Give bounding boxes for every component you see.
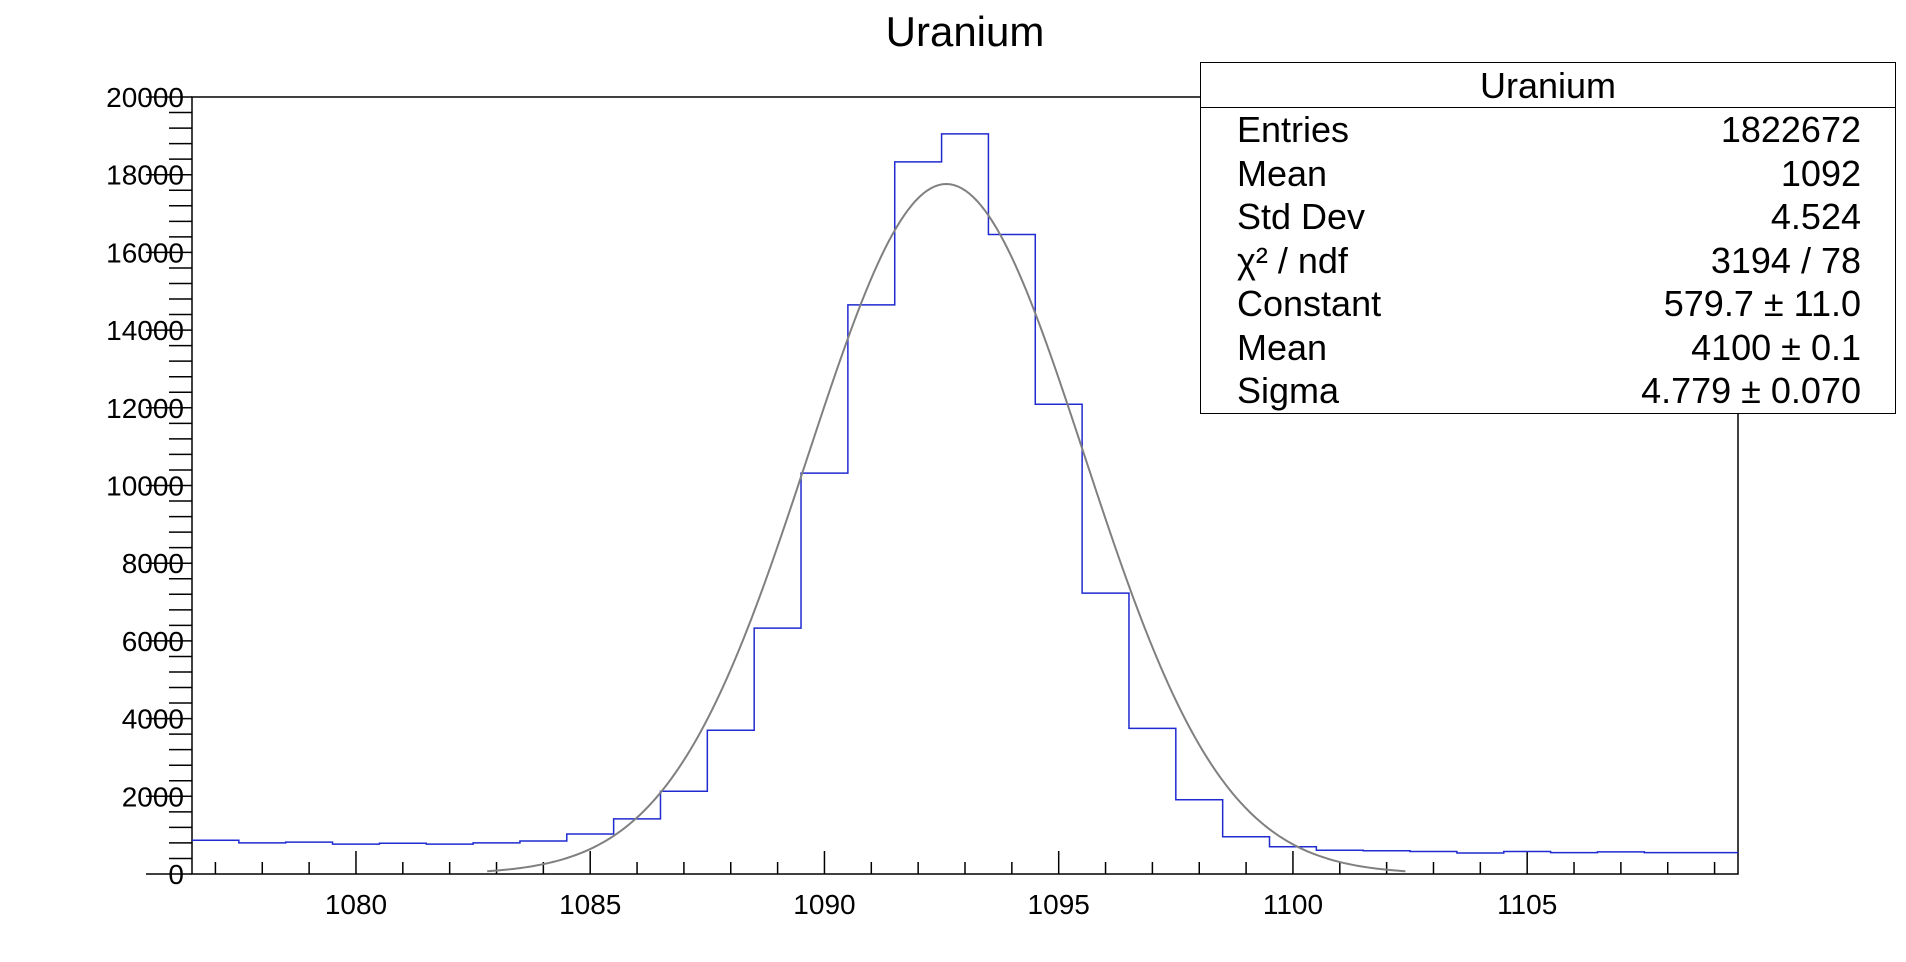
x-tick-label: 1090 — [793, 889, 855, 920]
histogram-bin — [520, 841, 567, 874]
histogram-bin — [1691, 853, 1738, 874]
y-tick-label: 6000 — [122, 626, 184, 657]
gaussian-fit-curve — [487, 183, 1406, 873]
stats-row-fit-mean: Mean 4100 ± 0.1 — [1201, 326, 1895, 370]
stats-value: 1092 — [1780, 152, 1861, 194]
histogram-bin — [1410, 851, 1457, 874]
histogram-bin — [942, 134, 989, 874]
y-tick-label: 0 — [168, 859, 184, 890]
y-axis: 0 2000 4000 6000 8000 10000 12000 14000 16000 180… — [106, 82, 192, 890]
stats-label: Std Dev — [1237, 196, 1366, 237]
stats-value: 4.779 ± 0.070 — [1641, 370, 1861, 411]
stats-row-entries: Entries 1822672 — [1201, 108, 1895, 152]
histogram-bin — [1129, 728, 1176, 874]
y-tick-label: 4000 — [122, 704, 184, 735]
stats-row-chi2: χ² / ndf 3194 / 78 — [1201, 239, 1895, 283]
histogram-bin — [239, 843, 286, 874]
y-tick-label: 10000 — [106, 471, 184, 502]
stats-value: 4.524 — [1770, 196, 1861, 237]
histogram-bin — [1223, 837, 1270, 874]
y-tick-label: 18000 — [106, 160, 184, 191]
x-axis: 1080 1085 1090 1095 1100 1105 — [214, 851, 1716, 920]
stats-value: 579.7 ± 11.0 — [1663, 283, 1861, 324]
histogram-bin — [1270, 847, 1317, 874]
histogram-bin — [848, 305, 895, 874]
stats-box: Uranium Entries 1822672 Mean 1092 Std De… — [1200, 62, 1896, 414]
stats-row-mean: Mean 1092 — [1201, 152, 1895, 196]
stats-label: χ² / ndf — [1237, 239, 1348, 281]
x-tick-label: 1095 — [1028, 889, 1090, 920]
histogram-bin — [1082, 593, 1129, 874]
histogram-bin — [754, 628, 801, 874]
stats-row-std-dev: Std Dev 4.524 — [1201, 195, 1895, 239]
y-tick-label: 2000 — [122, 781, 184, 812]
y-tick-label: 12000 — [106, 393, 184, 424]
y-tick-label: 16000 — [106, 237, 184, 268]
histogram-bin — [286, 842, 333, 874]
histogram-bin — [1551, 853, 1598, 874]
histogram-bin — [801, 473, 848, 874]
histogram-bin — [1644, 853, 1691, 874]
x-tick-label: 1085 — [559, 889, 621, 920]
histogram-bin — [1457, 853, 1504, 874]
histogram-bin — [660, 791, 707, 874]
stats-value: 3194 / 78 — [1710, 239, 1861, 281]
chart-title: Uranium — [885, 8, 1045, 55]
stats-label: Mean — [1237, 152, 1328, 194]
histogram-bin — [1035, 404, 1082, 874]
histogram-bin — [895, 162, 942, 874]
y-tick-label: 20000 — [106, 82, 184, 113]
stats-box-title: Uranium — [1201, 63, 1895, 108]
histogram-bin — [192, 840, 239, 874]
histogram-bin — [379, 843, 426, 874]
histogram-bin — [1176, 800, 1223, 874]
stats-label: Entries — [1237, 109, 1350, 150]
histogram-bin — [1504, 851, 1551, 874]
stats-row-constant: Constant 579.7 ± 11.0 — [1201, 282, 1895, 326]
stats-value: 1822672 — [1720, 109, 1861, 150]
histogram-bin — [1597, 852, 1644, 874]
histogram-bin — [333, 844, 380, 874]
histogram-bin — [988, 235, 1035, 874]
stats-row-sigma: Sigma 4.779 ± 0.070 — [1201, 369, 1895, 413]
histogram-bin — [707, 730, 754, 874]
x-tick-label: 1105 — [1497, 889, 1557, 920]
x-tick-label: 1100 — [1263, 889, 1323, 920]
stats-label: Mean — [1237, 326, 1328, 368]
y-tick-label: 14000 — [106, 315, 184, 346]
y-tick-label: 8000 — [122, 548, 184, 579]
histogram-bin — [614, 819, 661, 874]
stats-value: 4100 ± 0.1 — [1691, 326, 1861, 368]
stats-label: Sigma — [1237, 370, 1340, 411]
histogram-bin — [426, 844, 473, 874]
histogram-bins — [192, 133, 1738, 854]
stats-label: Constant — [1237, 283, 1382, 324]
x-tick-label: 1080 — [325, 889, 387, 920]
